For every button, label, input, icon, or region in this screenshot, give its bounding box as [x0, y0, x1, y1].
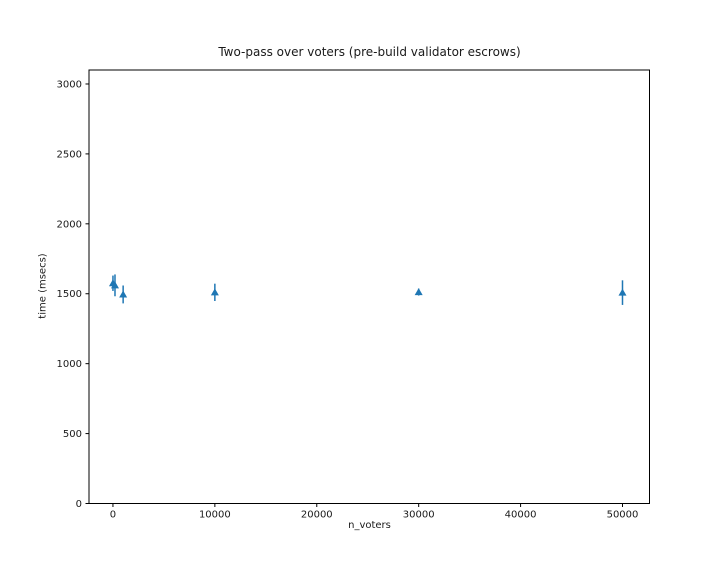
data-point-marker: [618, 288, 627, 296]
data-point-marker: [414, 288, 423, 296]
data-point-marker: [210, 288, 219, 296]
data-point-marker: [110, 281, 119, 289]
y-tick-label: 500: [63, 429, 82, 440]
data-point-marker: [119, 290, 128, 298]
y-tick-label: 3000: [57, 79, 82, 90]
x-tick-label: 30000: [403, 510, 435, 521]
x-axis-label: n_voters: [348, 520, 391, 531]
x-tick-label: 50000: [607, 510, 639, 521]
y-tick-label: 2000: [57, 219, 82, 230]
x-tick-label: 20000: [301, 510, 333, 521]
x-tick-label: 0: [110, 510, 116, 521]
y-tick-label: 1500: [57, 289, 82, 300]
y-tick-label: 0: [76, 499, 82, 510]
axes-frame: [88, 69, 650, 504]
y-tick-label: 2500: [57, 149, 82, 160]
chart-title: Two-pass over voters (pre-build validato…: [218, 45, 521, 59]
x-tick-label: 10000: [199, 510, 231, 521]
y-tick-label: 1000: [57, 359, 82, 370]
x-tick-label: 40000: [505, 510, 537, 521]
